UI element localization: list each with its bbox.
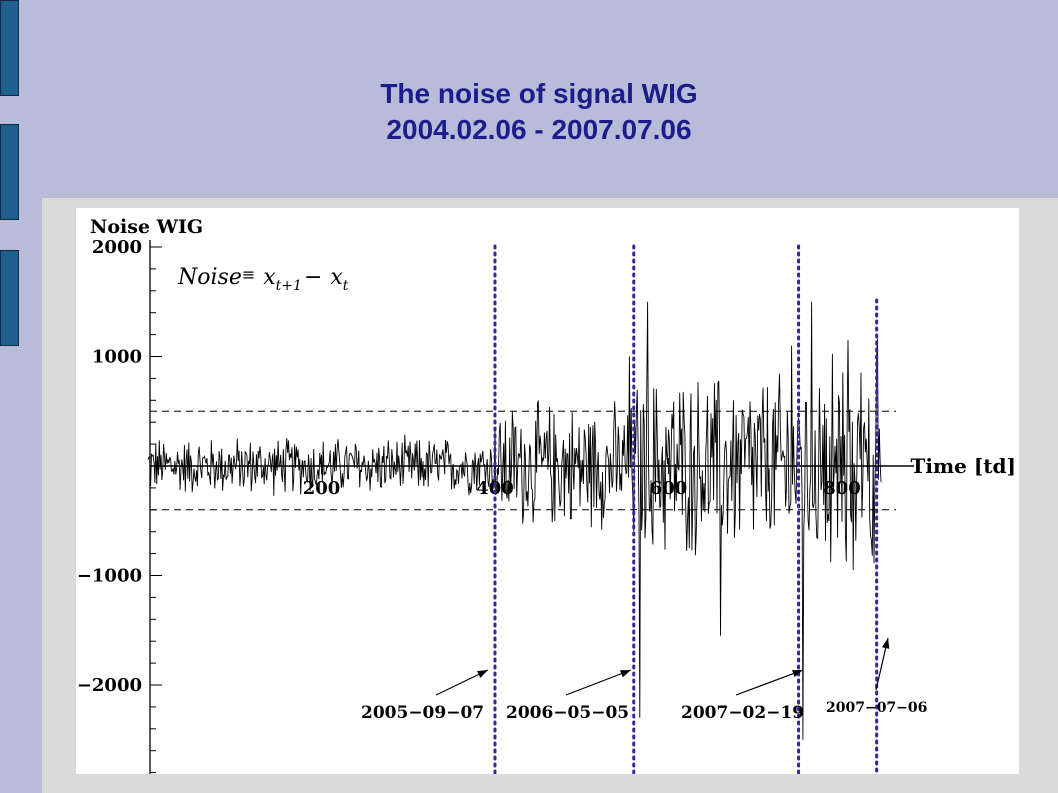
noise-chart: 2000 1000 −1000 −2000 Noise WIG 200 400 600 800 T… (76, 208, 1019, 774)
slide-title-line2: 2004.02.06 - 2007.07.06 (20, 112, 1058, 148)
event-arrowhead (620, 670, 631, 677)
x-tick-label: 200 (303, 478, 341, 499)
y-tick-label: −2000 (77, 675, 142, 696)
event-date-label: 2006−05−05 (506, 703, 629, 723)
y-tick-label: 1000 (92, 347, 142, 368)
y-tick-label: 2000 (92, 237, 142, 258)
x-tick-label: 800 (823, 478, 861, 499)
event-date-label: 2005−09−07 (361, 703, 484, 723)
slide-title: The noise of signal WIG 2004.02.06 - 200… (20, 76, 1058, 148)
event-arrow (566, 670, 631, 695)
slide-title-line1: The noise of signal WIG (20, 76, 1058, 112)
event-date-label: 2007−07−06 (826, 700, 927, 716)
x-tick-label: 400 (476, 478, 514, 499)
event-arrowhead (882, 638, 889, 649)
x-tick-label: 600 (650, 478, 688, 499)
y-tick-label: −1000 (77, 566, 142, 587)
noise-formula: Noise≡ xt+1− xt (177, 265, 349, 294)
event-arrowhead (792, 670, 803, 677)
side-decoration-bar (0, 250, 19, 346)
side-decoration-bar (0, 0, 19, 96)
event-date-label: 2007−02−19 (681, 703, 804, 723)
noise-series-line (148, 302, 881, 740)
x-axis-label: Time [td] (911, 454, 1016, 478)
event-arrow (736, 670, 803, 695)
side-decoration-bar (0, 124, 19, 220)
y-axis-label: Noise WIG (90, 216, 203, 238)
event-arrowhead (477, 670, 488, 678)
chart-area: 2000 1000 −1000 −2000 Noise WIG 200 400 600 800 T… (76, 208, 1019, 774)
